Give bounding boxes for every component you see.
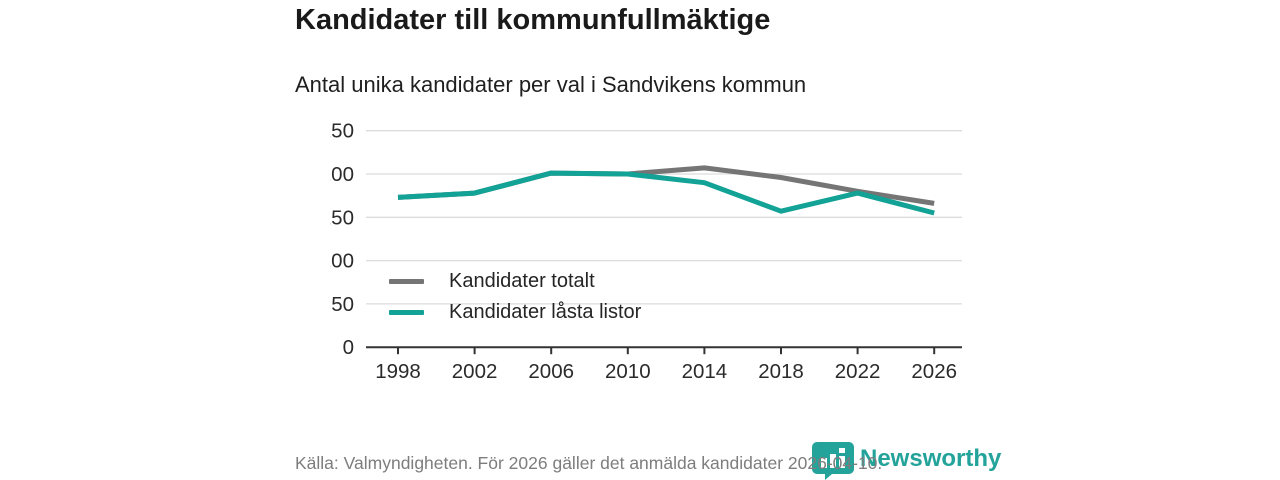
series-line-1 <box>397 170 935 216</box>
x-tick-label: 2006 <box>528 360 574 383</box>
y-tick-label: 250 <box>330 120 354 143</box>
chart-legend: Kandidater totalt Kandidater låsta listo… <box>389 270 641 323</box>
newsworthy-wordmark: Newsworthy <box>860 445 1002 472</box>
chart-title: Kandidater till kommunfullmäktige <box>295 4 771 36</box>
legend-label-lasta-listor: Kandidater låsta listor <box>449 300 642 323</box>
legend-item-totalt: Kandidater totalt <box>389 270 641 292</box>
x-tick-label: 1998 <box>375 360 421 383</box>
legend-swatch-totalt <box>389 278 424 284</box>
newsworthy-logo: Newsworthy <box>812 442 1001 480</box>
line-chart: 0 50 100 150 200 250 1998 2002 2006 2010 2014 2018 2… <box>330 120 962 383</box>
chart-subtitle: Antal unika kandidater per val i Sandvik… <box>295 72 807 97</box>
legend-item-lasta-listor: Kandidater låsta listor <box>389 301 641 323</box>
y-tick-label: 0 <box>343 336 354 359</box>
x-tick-label: 2010 <box>605 360 651 383</box>
series-line-0 <box>397 165 935 206</box>
y-tick-label: 200 <box>330 163 354 186</box>
y-tick-label: 150 <box>330 206 354 229</box>
x-tick-label: 2018 <box>758 360 804 383</box>
legend-label-totalt: Kandidater totalt <box>449 269 595 292</box>
newsworthy-chart-bubble-icon <box>812 442 854 480</box>
y-tick-label: 50 <box>331 293 354 316</box>
x-tick-label: 2002 <box>452 360 498 383</box>
x-tick-label: 2026 <box>911 360 957 383</box>
y-tick-label: 100 <box>330 250 354 273</box>
x-tick-label: 2014 <box>682 360 728 383</box>
source-note: Källa: Valmyndigheten. För 2026 gäller d… <box>295 453 883 473</box>
legend-swatch-lasta-listor <box>389 309 424 315</box>
x-tick-label: 2022 <box>835 360 881 383</box>
